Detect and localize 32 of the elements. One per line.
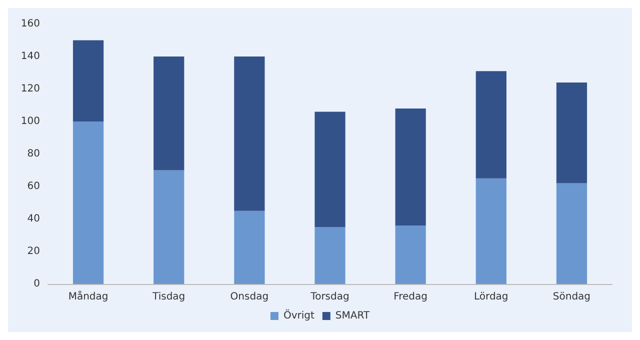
y-tick-label: 120	[20, 84, 40, 94]
bar	[234, 210, 265, 284]
bar	[314, 112, 346, 228]
bar	[234, 56, 265, 211]
bar	[72, 40, 104, 122]
x-tick-label: Fredag	[394, 292, 428, 302]
bar	[476, 71, 506, 178]
x-tick-label: Måndag	[68, 290, 108, 302]
legend-label: Övrigt	[283, 308, 314, 322]
bar	[154, 56, 184, 170]
bar	[314, 227, 346, 284]
bar	[556, 82, 588, 184]
bar	[395, 108, 426, 226]
bar	[395, 226, 426, 284]
y-tick-label: 60	[27, 181, 40, 192]
x-tick-label: Tisdag	[152, 292, 186, 302]
bar	[556, 183, 588, 284]
y-tick-label: 100	[20, 116, 40, 127]
y-tick-label: 140	[20, 51, 40, 62]
x-tick-label: Söndag	[552, 292, 591, 302]
y-tick-label: 40	[27, 214, 40, 224]
x-tick-label: Onsdag	[230, 292, 269, 302]
x-tick-label: Torsdag	[310, 292, 350, 302]
y-tick-label: 80	[27, 148, 40, 160]
x-tick-label: Lördag	[474, 292, 508, 302]
y-tick-label: 160	[20, 18, 40, 30]
bar	[476, 178, 506, 284]
bar	[72, 122, 104, 284]
y-tick-label: 0	[34, 278, 40, 290]
y-tick-label: 20	[27, 246, 40, 257]
legend-label: SMART	[335, 310, 370, 322]
bar	[154, 170, 184, 284]
